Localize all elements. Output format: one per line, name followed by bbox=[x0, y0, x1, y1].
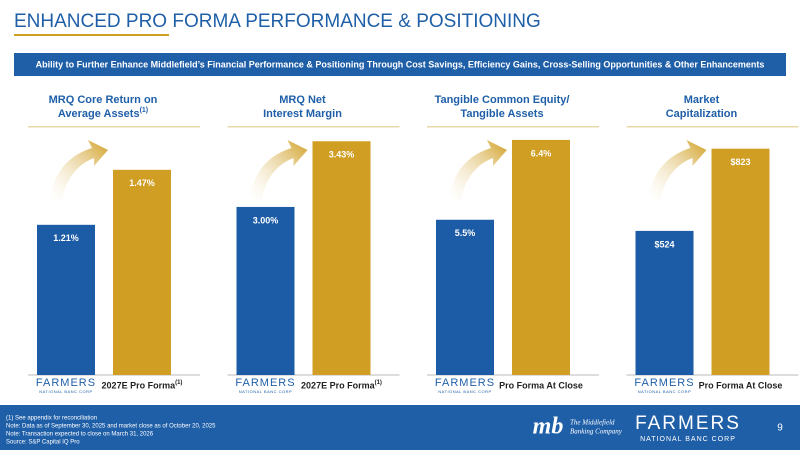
value-label: 3.43% bbox=[329, 150, 355, 160]
logo-name: FARMERS bbox=[36, 377, 96, 389]
value-label: 1.21% bbox=[53, 233, 79, 243]
bar bbox=[113, 169, 171, 375]
chart-title: Capitalization bbox=[666, 108, 738, 120]
logo-sub: NATIONAL BANC CORP bbox=[638, 389, 691, 394]
footer-logo-name: FARMERS bbox=[635, 413, 741, 434]
partner-mark: mb bbox=[533, 414, 564, 440]
arrow bbox=[249, 140, 308, 200]
chart-title: Tangible Common Equity/ bbox=[435, 94, 570, 106]
bar bbox=[512, 139, 570, 375]
footnote: (1) See appendix for reconciliation bbox=[6, 416, 97, 422]
chart-title: Interest Margin bbox=[263, 108, 342, 120]
title-rule bbox=[626, 126, 799, 128]
category-label: 2027E Pro Forma(1) bbox=[102, 380, 183, 391]
title-underline bbox=[14, 34, 169, 36]
logo-sub: NATIONAL BANC CORP bbox=[239, 389, 292, 394]
footnote: Source: S&P Capital IQ Pro bbox=[6, 440, 80, 446]
arrow bbox=[50, 140, 108, 200]
category-label: Pro Forma At Close bbox=[499, 380, 583, 390]
logo-sub: NATIONAL BANC CORP bbox=[39, 389, 92, 394]
title-rule bbox=[28, 126, 200, 128]
category-label: Pro Forma At Close bbox=[699, 380, 783, 390]
chart-title: MRQ Core Return on bbox=[49, 94, 158, 106]
page-number: 9 bbox=[777, 423, 783, 434]
value-label: $823 bbox=[730, 157, 750, 167]
value-label: $524 bbox=[654, 239, 674, 249]
value-label: 1.47% bbox=[129, 178, 155, 188]
arrow bbox=[449, 140, 507, 200]
value-label: 6.4% bbox=[531, 148, 552, 158]
title-rule bbox=[227, 126, 400, 128]
banner-text: Ability to Further Enhance Middlefield’s… bbox=[36, 59, 765, 69]
logo-name: FARMERS bbox=[235, 377, 295, 389]
title-note: (1) bbox=[140, 107, 149, 114]
category-label: 2027E Pro Forma(1) bbox=[301, 380, 382, 391]
category-note: (1) bbox=[375, 380, 382, 386]
chart-title: MRQ Net bbox=[279, 94, 326, 106]
footer-band bbox=[0, 405, 800, 450]
bar bbox=[236, 206, 295, 375]
bar bbox=[436, 219, 494, 375]
arrow bbox=[648, 140, 707, 200]
bar bbox=[312, 141, 371, 375]
category-note: (1) bbox=[175, 380, 182, 386]
partner-name: Banking Company bbox=[570, 428, 623, 436]
chart-title: Tangible Assets bbox=[460, 108, 543, 120]
slide-title: ENHANCED PRO FORMA PERFORMANCE & POSITIO… bbox=[14, 11, 541, 32]
value-label: 3.00% bbox=[253, 215, 279, 225]
title-rule bbox=[427, 126, 599, 128]
bar bbox=[635, 230, 694, 375]
bar bbox=[37, 224, 95, 375]
chart-title: Market bbox=[684, 94, 720, 106]
logo-name: FARMERS bbox=[634, 377, 694, 389]
bar bbox=[711, 148, 770, 375]
logo-name: FARMERS bbox=[435, 377, 495, 389]
footnote: Note: Transaction expected to close on M… bbox=[6, 432, 154, 438]
logo-sub: NATIONAL BANC CORP bbox=[438, 389, 491, 394]
footer: (1) See appendix for reconciliation Note:… bbox=[6, 413, 783, 446]
banner bbox=[14, 53, 786, 76]
chart-title: Average Assets(1) bbox=[58, 107, 148, 120]
partner-name: The Middlefield bbox=[570, 419, 615, 427]
footer-logo-sub: NATIONAL BANC CORP bbox=[640, 436, 736, 443]
value-label: 5.5% bbox=[455, 228, 476, 238]
footnote: Note: Data as of September 30, 2025 and … bbox=[6, 424, 216, 430]
